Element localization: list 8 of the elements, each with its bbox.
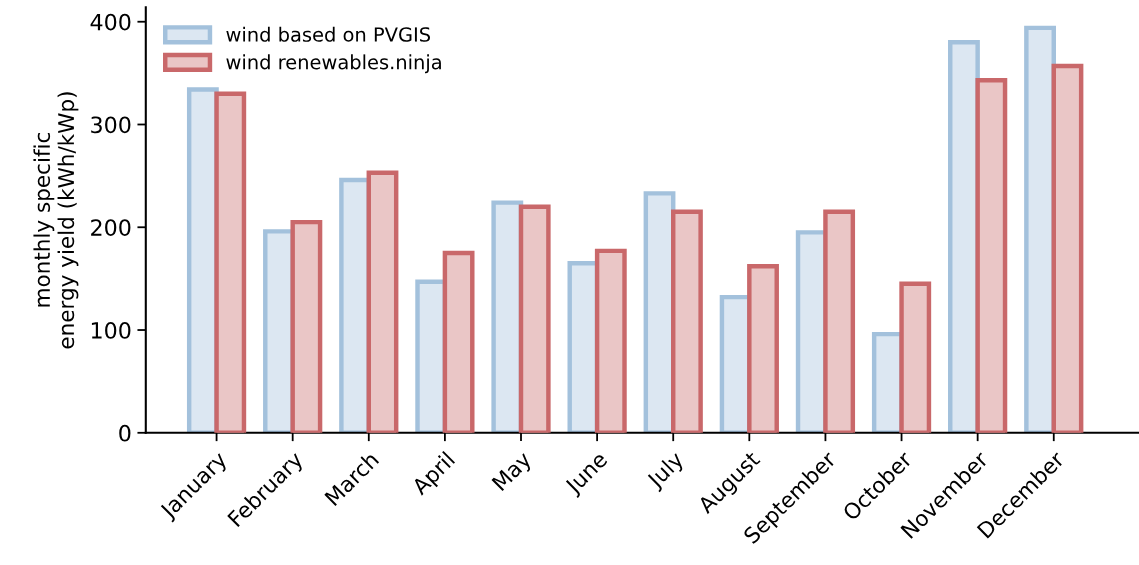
y-tick-label: 100 — [91, 321, 131, 339]
y-tick-label: 400 — [90, 13, 131, 31]
legend-label: wind based on PVGIS — [226, 26, 431, 42]
y-tick-label: 200 — [91, 219, 131, 237]
y-tick-label: 0 — [119, 424, 131, 442]
legend-label: wind renewables.ninja — [226, 54, 441, 74]
y-axis-title: monthly specific energy yield (kWh/kWp) — [33, 92, 79, 349]
y-tick-label: 300 — [91, 116, 131, 134]
